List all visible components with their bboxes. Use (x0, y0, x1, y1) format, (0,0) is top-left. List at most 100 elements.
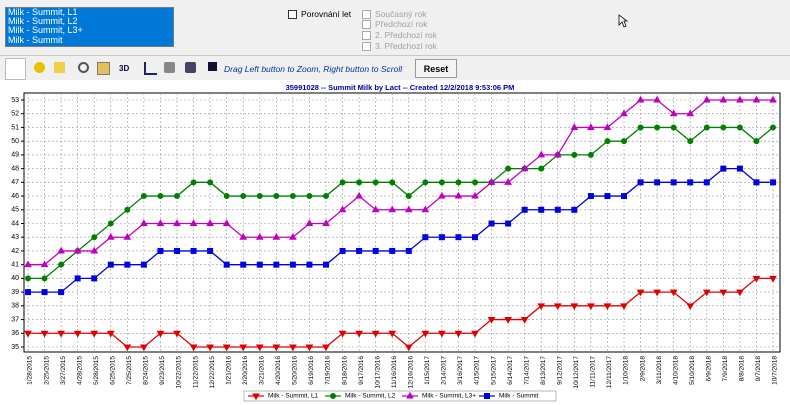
point (356, 247, 363, 254)
point (571, 151, 578, 158)
point (404, 344, 413, 352)
list-item[interactable]: Milk - Summit, L2 (8, 16, 78, 27)
point (471, 191, 479, 199)
point (289, 193, 296, 200)
x-tick-label: 7/9/2018 (722, 356, 729, 382)
point (438, 191, 446, 199)
checkbox-label: Současný rok (375, 9, 427, 19)
point (24, 330, 32, 338)
point (25, 289, 31, 296)
point (504, 317, 512, 324)
point (455, 234, 462, 241)
point (752, 275, 761, 283)
year-checkbox: Současný rok (362, 9, 427, 19)
x-tick-label: 6/9/2018 (705, 356, 712, 382)
point (570, 123, 579, 130)
print-icon[interactable] (164, 62, 175, 73)
filter-panel: Milk - Summit, L1 Milk - Summit, L2 Milk… (0, 0, 790, 56)
x-tick-label: 2/25/2015 (43, 356, 50, 385)
point (438, 330, 446, 338)
zoom-icon[interactable] (78, 62, 89, 73)
point (719, 95, 728, 103)
point (603, 123, 612, 130)
reset-button[interactable]: Reset (415, 59, 457, 78)
tool-icon[interactable] (54, 62, 65, 73)
point (57, 246, 65, 254)
x-tick-label: 9/12/2017 (556, 356, 563, 385)
series-listbox[interactable]: Milk - Summit, L1 Milk - Summit, L2 Milk… (5, 7, 174, 47)
x-tick-label: 2/14/2017 (441, 356, 448, 385)
point (222, 219, 231, 226)
point (272, 233, 281, 240)
x-tick-label: 2/9/2018 (639, 356, 646, 382)
x-tick-label: 11/11/2017 (590, 356, 597, 388)
x-tick-label: 1/28/2015 (27, 356, 34, 385)
point (156, 330, 165, 338)
color-box (5, 58, 26, 80)
point (538, 206, 545, 213)
x-tick-label: 5/20/2016 (292, 356, 299, 385)
point (487, 178, 496, 185)
y-tick-label: 47 (11, 179, 19, 186)
x-tick-label: 4/15/2017 (474, 356, 481, 385)
point (720, 124, 727, 131)
x-tick-label: 1/21/2016 (225, 356, 232, 385)
point (140, 219, 148, 226)
plot-area (23, 92, 781, 353)
point (421, 330, 430, 338)
x-tick-label: 6/19/2016 (308, 356, 315, 385)
point (736, 124, 743, 131)
tool-icon[interactable] (97, 62, 110, 75)
save-icon[interactable] (208, 62, 217, 71)
legend-label: Milk - Summit, L2 (345, 393, 396, 400)
point (752, 95, 761, 103)
point (223, 261, 230, 268)
tool-icon[interactable] (34, 62, 45, 73)
point (41, 275, 48, 282)
y-tick-label: 42 (11, 248, 19, 255)
list-item[interactable]: Milk - Summit, L1 (8, 7, 78, 17)
point (388, 330, 397, 338)
point (620, 109, 628, 117)
point (538, 165, 545, 172)
x-tick-label: 4/28/2015 (76, 356, 83, 385)
series-line (28, 126, 774, 280)
checkbox-label: 2. Předchozí rok (375, 30, 437, 40)
point (124, 261, 131, 268)
point (91, 234, 98, 241)
x-tick-label: 10/17/2016 (374, 356, 381, 389)
compare-checkbox[interactable]: Porovnání let (288, 9, 351, 19)
point (537, 150, 546, 158)
x-tick-label: 12/11/2017 (606, 356, 613, 388)
y-tick-label: 46 (11, 193, 19, 200)
3d-button[interactable]: 3D (119, 64, 130, 73)
point (454, 330, 463, 338)
point (58, 289, 65, 296)
point (604, 193, 611, 200)
chart-title: 35991028 -- Summit Milk by Lact -- Creat… (286, 83, 515, 92)
x-tick-label: 8/24/2015 (143, 356, 150, 385)
list-item[interactable]: Milk - Summit, L3+ (8, 25, 83, 36)
camera-icon[interactable] (185, 62, 196, 73)
point (505, 220, 512, 227)
point (339, 179, 346, 186)
point (106, 233, 115, 240)
point (484, 393, 490, 399)
x-tick-label: 12/16/2016 (407, 356, 414, 389)
list-item[interactable]: Milk - Summit (8, 34, 63, 45)
point (637, 124, 644, 131)
chart-icon[interactable] (144, 62, 157, 75)
y-tick-label: 36 (11, 330, 19, 337)
legend-label: Milk - Summit (499, 393, 539, 400)
x-tick-label: 8/18/2016 (341, 356, 348, 385)
point (338, 205, 347, 213)
point (189, 219, 198, 226)
y-tick-label: 37 (11, 316, 19, 323)
point (636, 289, 645, 297)
point (190, 247, 197, 254)
point (252, 393, 260, 401)
point (520, 317, 529, 324)
point (273, 193, 280, 200)
x-tick-label: 5/10/2018 (689, 356, 696, 385)
x-tick-label: 12/22/2015 (209, 356, 216, 389)
